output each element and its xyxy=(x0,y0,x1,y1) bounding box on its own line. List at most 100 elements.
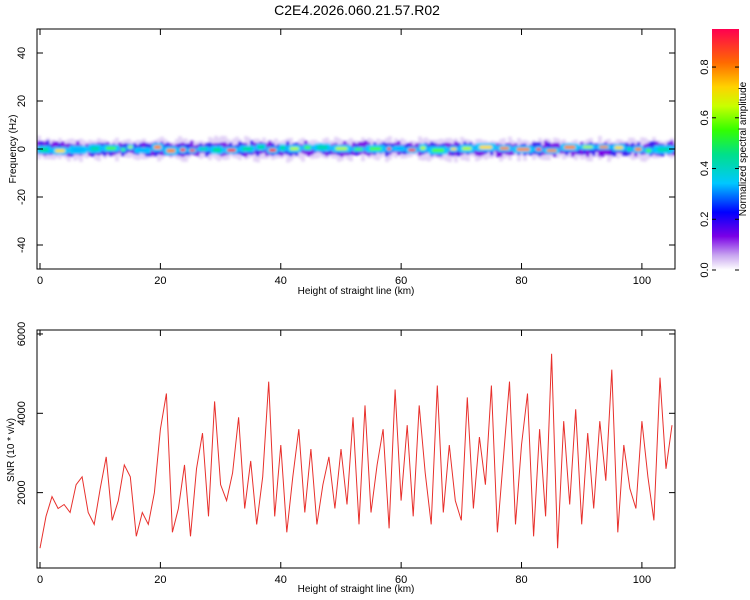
spectrogram-peak xyxy=(316,145,328,150)
spectrogram-peak xyxy=(180,148,186,152)
spectrogram-envelope xyxy=(277,144,281,155)
spectrogram-y-ticks: -40 -20 0 20 40 xyxy=(16,47,675,253)
spectrogram-peak xyxy=(257,145,265,149)
spectrogram-x-tick-label: 80 xyxy=(515,275,527,287)
spectrogram-peak xyxy=(212,148,222,152)
snr-x-axis-label: Height of straight line (km) xyxy=(298,584,415,595)
snr-panel: 0 20 40 60 80 100 2000 4000 6000 Height of stra… xyxy=(6,322,676,595)
spectrogram-envelope xyxy=(586,143,590,157)
spectrogram-band xyxy=(37,135,691,163)
spectrogram-peak xyxy=(387,147,392,151)
spectrogram-peak xyxy=(645,149,652,153)
spectrogram-x-tick-label: 20 xyxy=(154,275,166,287)
snr-x-tick-label: 60 xyxy=(395,574,407,586)
spectrogram-peak xyxy=(546,149,557,152)
spectrogram-peak xyxy=(137,149,148,152)
spectrogram-core xyxy=(673,144,675,151)
spectrogram-peak xyxy=(499,146,510,150)
spectrogram-panel: 0 20 40 60 80 100 -40 -20 0 20 40 Height of strai… xyxy=(8,28,691,297)
spectrogram-peak xyxy=(535,147,542,151)
spectrogram-envelope xyxy=(598,144,602,157)
spectrogram-peak xyxy=(420,146,426,150)
snr-x-tick-label: 0 xyxy=(37,574,43,586)
snr-frame xyxy=(36,329,676,569)
spectrogram-envelope xyxy=(196,144,200,157)
page-title: C2E4.2026.060.21.57.R02 xyxy=(274,2,440,18)
spectrogram-x-tick-label: 40 xyxy=(275,275,287,287)
spectrogram-y-tick-label: 40 xyxy=(16,47,28,59)
spectrogram-peak xyxy=(479,145,493,150)
spectrogram-peak xyxy=(189,149,196,152)
spectrogram-peak xyxy=(153,145,162,150)
spectrogram-x-tick-label: 60 xyxy=(395,275,407,287)
spectrogram-envelope xyxy=(577,145,581,155)
spectrogram-peak xyxy=(268,148,277,152)
spectrogram-envelope xyxy=(583,146,587,155)
colorbar-gradient xyxy=(712,29,739,270)
spectrogram-x-tick-label: 0 xyxy=(37,275,43,287)
spectrogram-peak xyxy=(335,147,348,151)
spectrogram-peak xyxy=(408,148,416,152)
spectrogram-peak xyxy=(128,145,133,149)
spectrogram-peak xyxy=(431,148,445,153)
colorbar: 0.0 0.2 0.4 0.6 0.8 Normalized spectral ampl… xyxy=(699,29,749,278)
spectrogram-peak xyxy=(289,147,299,151)
spectrogram-envelope xyxy=(556,142,560,153)
spectrogram-peak xyxy=(280,146,286,150)
spectrogram-peak xyxy=(90,146,100,151)
spectrogram-peak xyxy=(166,148,176,153)
snr-x-tick-label: 80 xyxy=(515,574,527,586)
snr-x-tick-label: 40 xyxy=(275,574,287,586)
spectrogram-peak xyxy=(634,147,642,151)
spectrogram-x-ticks: 0 20 40 60 80 100 xyxy=(37,29,651,287)
spectrogram-peak xyxy=(227,148,236,152)
spectrogram-blobs xyxy=(37,135,691,163)
spectrogram-x-axis-label: Height of straight line (km) xyxy=(298,286,415,297)
spectrogram-peak xyxy=(450,147,457,151)
spectrogram-envelope xyxy=(190,140,194,155)
snr-x-tick-label: 100 xyxy=(633,574,651,586)
spectrogram-envelope xyxy=(601,143,605,157)
spectrogram-envelope xyxy=(610,143,614,156)
spectrogram-peak xyxy=(54,149,66,153)
spectrogram-envelope xyxy=(673,144,675,156)
snr-y-tick-label: 2000 xyxy=(16,480,28,504)
snr-x-tick-label: 20 xyxy=(154,574,166,586)
colorbar-label: Normalized spectral amplitude xyxy=(738,81,749,216)
spectrogram-peak xyxy=(614,146,624,150)
spectrogram-peak xyxy=(199,147,208,151)
spectrogram-peak xyxy=(627,147,632,151)
spectrogram-peak xyxy=(461,146,472,151)
colorbar-tick-label: 0.8 xyxy=(699,59,711,74)
snr-series-line xyxy=(39,353,673,549)
spectrogram-peak xyxy=(72,148,84,152)
snr-y-tick-label: 4000 xyxy=(16,401,28,425)
spectrogram-peak xyxy=(121,148,126,151)
colorbar-ticks: 0.0 0.2 0.4 0.6 0.8 xyxy=(699,59,739,278)
spectrogram-x-tick-label: 100 xyxy=(633,275,651,287)
colorbar-tick-label: 0.4 xyxy=(699,161,711,176)
spectrogram-envelope xyxy=(544,140,548,155)
spectrogram-peak xyxy=(516,147,530,152)
colorbar-tick-label: 0.0 xyxy=(699,262,711,277)
spectrogram-peak xyxy=(369,147,382,151)
spectrogram-peak xyxy=(242,147,253,151)
snr-y-axis-label: SNR (10 * v/v) xyxy=(6,418,17,482)
spectrogram-peak xyxy=(564,145,576,149)
spectrogram-y-tick-label: 20 xyxy=(16,95,28,107)
spectrogram-peak xyxy=(599,145,609,149)
snr-y-ticks: 2000 4000 6000 xyxy=(16,322,675,505)
spectrogram-peak xyxy=(657,147,670,152)
spectrogram-y-axis-label: Frequency (Hz) xyxy=(8,115,19,184)
spectrogram-peak xyxy=(678,146,691,149)
colorbar-tick-label: 0.2 xyxy=(699,212,711,227)
spectrogram-peak xyxy=(354,148,363,151)
spectrogram-peak xyxy=(582,145,593,149)
spectrogram-y-tick-label: -20 xyxy=(16,189,28,205)
snr-x-ticks: 0 20 40 60 80 100 xyxy=(37,330,651,586)
colorbar-tick-label: 0.6 xyxy=(699,110,711,125)
spectrogram-peak xyxy=(304,146,311,149)
spectrogram-peak xyxy=(105,146,117,150)
spectrogram-peak xyxy=(395,147,403,150)
